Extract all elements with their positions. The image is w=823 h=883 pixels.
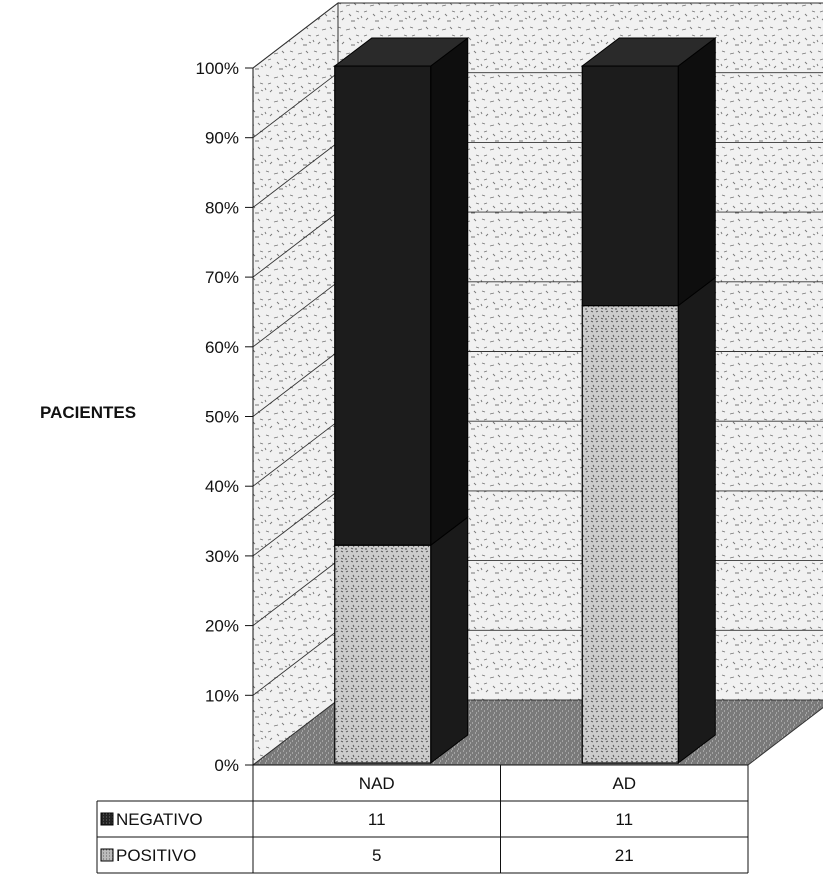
legend-label-negativo: NEGATIVO <box>116 810 203 829</box>
y-tick-label: 100% <box>196 59 239 78</box>
gridline-side <box>252 351 339 417</box>
table-header-ad: AD <box>612 774 636 793</box>
y-tick-label: 90% <box>205 129 239 148</box>
gridline-side <box>252 420 339 487</box>
bar-top <box>580 37 717 67</box>
table-value: 5 <box>372 846 381 865</box>
y-tick-label: 10% <box>205 686 239 705</box>
y-tick-label: 40% <box>205 477 239 496</box>
y-tick-label: 70% <box>205 268 239 287</box>
bar-top <box>333 37 470 67</box>
table-value: 11 <box>368 810 386 829</box>
bar-side-positivo <box>677 276 716 765</box>
legend-label-positivo: POSITIVO <box>116 846 196 865</box>
y-tick-label: 30% <box>205 547 239 566</box>
bar-side-negativo <box>430 36 469 547</box>
data-table: NAD AD NEGATIVO 11 11 POSITIVO 5 21 <box>96 764 749 874</box>
table-header-nad: NAD <box>359 774 395 793</box>
gridline-side <box>252 560 339 626</box>
bar-negativo-ad <box>581 65 679 307</box>
y-axis-label: PACIENTES <box>40 403 136 422</box>
legend-swatch-positivo <box>100 848 114 862</box>
gridline-side <box>252 2 339 69</box>
y-axis: 0% 10% 20% 30% 40% 50% 60% 70% 80% 90% 100% <box>196 59 254 775</box>
y-tick-label: 0% <box>214 756 239 775</box>
y-tick-label: 50% <box>205 408 239 427</box>
gridline-side <box>252 281 339 348</box>
gridline-side <box>252 72 339 139</box>
gridline-side <box>252 490 339 557</box>
bars <box>333 36 717 765</box>
bar-side-positivo <box>430 516 469 765</box>
y-tick-label: 80% <box>205 198 239 217</box>
bar-positivo-nad <box>334 544 432 764</box>
legend-swatch-negativo <box>100 812 114 826</box>
gridline-side <box>252 629 339 696</box>
table-value: 21 <box>615 846 634 865</box>
bar-side-negativo <box>677 36 716 307</box>
y-tick-label: 60% <box>205 338 239 357</box>
bar-negativo-nad <box>334 65 432 546</box>
gridline-side <box>252 142 339 208</box>
table-value: 11 <box>615 810 633 829</box>
y-tick-label: 20% <box>205 617 239 636</box>
gridline-side <box>252 211 339 278</box>
bar-positivo-ad <box>581 304 679 764</box>
